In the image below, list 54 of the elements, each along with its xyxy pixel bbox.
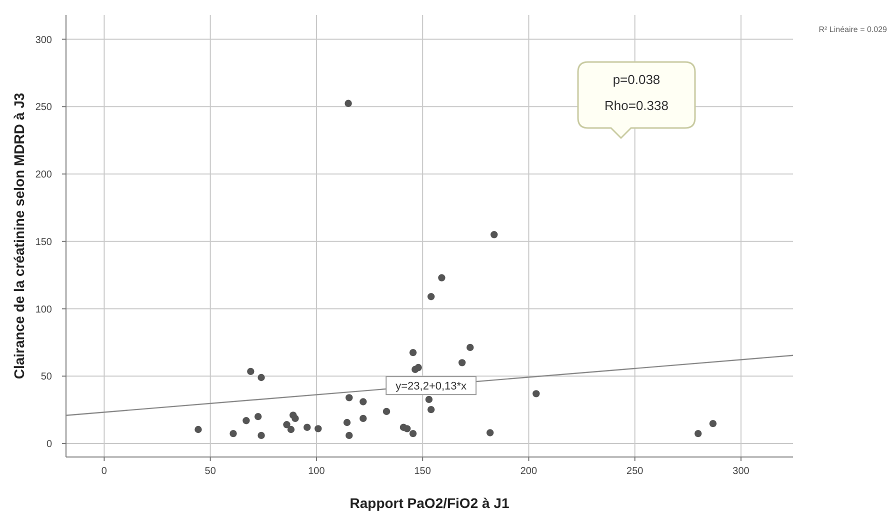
x-tick-label: 100 [308, 466, 326, 477]
y-tick-label: 100 [35, 304, 52, 316]
y-tick-label: 50 [40, 372, 52, 383]
point [466, 344, 474, 352]
y-axis-title: Clairance de la créatinine selon MDRD à J3 [11, 92, 27, 380]
point [258, 374, 265, 382]
point [287, 426, 295, 434]
text: R² Linéaire = 0.029 [818, 25, 888, 34]
y-tick-label: 250 [35, 102, 52, 114]
y-tick-label: 0 [46, 439, 52, 450]
point [304, 424, 311, 431]
point [360, 414, 367, 422]
point [438, 274, 446, 282]
x-tick-label: 150 [414, 466, 432, 477]
point [292, 414, 299, 422]
x-tick-label: 0 [101, 466, 108, 477]
point [283, 421, 290, 428]
x-tick-label: 50 [204, 466, 216, 477]
y-tick-label: 300 [35, 34, 52, 46]
point [409, 348, 417, 356]
point [314, 425, 322, 432]
point [458, 359, 466, 366]
point [230, 430, 237, 438]
point [344, 100, 352, 107]
point [360, 398, 367, 406]
y-tick-label: 150 [35, 236, 52, 248]
point [382, 408, 390, 416]
point [486, 429, 494, 436]
point [409, 430, 417, 438]
point [414, 364, 422, 372]
point [242, 417, 250, 424]
x-tick-label: 300 [732, 466, 750, 477]
point [343, 418, 351, 426]
point [427, 406, 435, 414]
point [490, 231, 498, 238]
point [258, 432, 265, 440]
annotation: p=0.038 [612, 72, 660, 87]
point [425, 396, 433, 404]
x-axis-title: Rapport PaO2/FiO2 à J1 [350, 495, 510, 511]
point [254, 412, 262, 420]
point [247, 368, 254, 376]
point [427, 293, 435, 300]
annotation: y=23,2+0,13*x [396, 380, 468, 393]
point [404, 425, 411, 432]
x-tick-label: 200 [520, 466, 538, 477]
point [694, 430, 702, 438]
point [346, 432, 353, 440]
x-tick-label: 250 [626, 466, 644, 477]
point [346, 394, 353, 402]
point [194, 426, 202, 434]
point [532, 390, 540, 398]
annotation: Rho=0.338 [604, 98, 668, 113]
y-tick-label: 200 [35, 170, 52, 181]
point [709, 420, 717, 428]
